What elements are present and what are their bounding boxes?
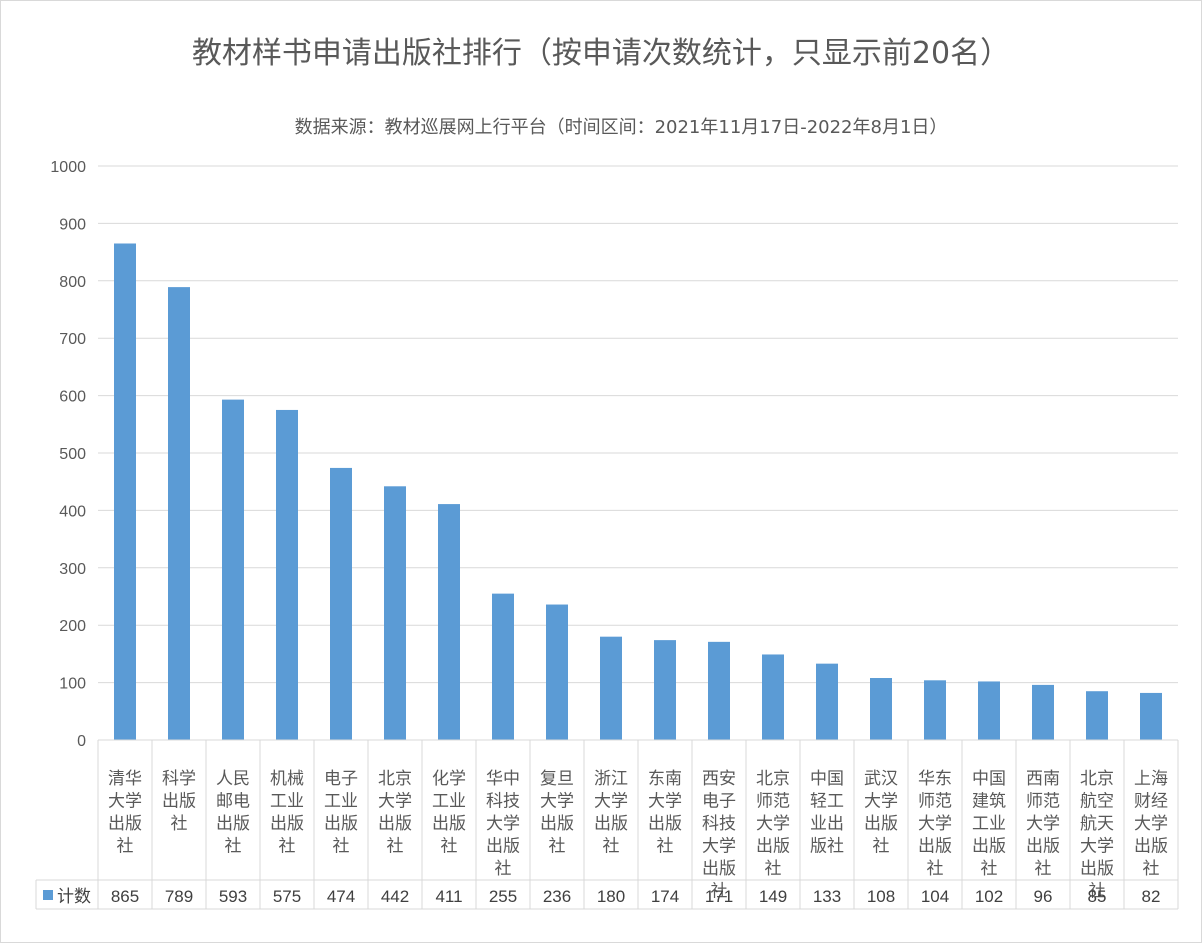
bar [384, 486, 406, 740]
data-label: 82 [1142, 887, 1161, 906]
data-label: 180 [597, 887, 625, 906]
legend-label: 计数 [57, 887, 91, 907]
y-tick-label: 500 [59, 446, 86, 463]
category-label: 人民邮电出版社 [216, 769, 250, 857]
category-label: 复旦大学出版社 [540, 769, 574, 857]
data-label: 108 [867, 887, 895, 906]
category-label: 化学工业出版社 [432, 769, 466, 857]
data-table: 清华大学出版社科学出版社人民邮电出版社机械工业出版社电子工业出版社北京大学出版社… [35, 739, 1179, 910]
y-tick-label: 800 [59, 274, 86, 291]
bars [114, 243, 1162, 741]
bar [492, 593, 514, 740]
category-label: 浙江大学出版社 [594, 769, 628, 857]
bar [1140, 692, 1162, 740]
category-label: 机械工业出版社 [270, 769, 304, 857]
category-label: 清华大学出版社 [108, 769, 142, 857]
category-label: 华中科技大学出版社 [486, 769, 520, 879]
category-label: 中国轻工业出版社 [810, 769, 844, 857]
y-tick-label: 700 [59, 331, 86, 348]
category-label: 西安电子科技大学出版社 [702, 769, 736, 902]
data-label: 411 [435, 887, 462, 906]
data-label: 102 [975, 887, 1003, 906]
bar [870, 678, 892, 740]
bar [762, 654, 784, 740]
category-label: 中国建筑工业出版社 [972, 769, 1006, 879]
bar [222, 399, 244, 740]
y-tick-label: 900 [59, 216, 86, 233]
data-label: 174 [651, 887, 679, 906]
y-tick-label: 0 [77, 733, 86, 750]
data-label: 96 [1034, 887, 1053, 906]
bar [924, 680, 946, 740]
bar [1032, 684, 1054, 740]
category-label: 电子工业出版社 [324, 769, 358, 857]
bar [708, 641, 730, 740]
y-tick-label: 200 [59, 618, 86, 635]
y-axis-ticks: 0 100 200 300 400 500 600 700 800 900 1000 [50, 159, 86, 750]
data-label: 149 [759, 887, 787, 906]
category-label: 北京航空航天大学出版社 [1080, 769, 1114, 902]
bar [1086, 691, 1108, 740]
bar [600, 636, 622, 740]
category-label: 武汉大学出版社 [864, 769, 898, 857]
bar [978, 681, 1000, 740]
data-label: 236 [543, 887, 571, 906]
data-label: 171 [705, 887, 733, 906]
category-label: 西南师范大学出版社 [1026, 769, 1060, 879]
data-label: 575 [273, 887, 301, 906]
y-tick-label: 1000 [50, 159, 86, 176]
bar [330, 467, 352, 740]
data-label: 85 [1088, 887, 1107, 906]
data-label: 104 [921, 887, 949, 906]
category-label: 科学出版社 [162, 769, 196, 834]
bar [654, 640, 676, 740]
category-label: 上海财经大学出版社 [1134, 769, 1168, 879]
bar [816, 663, 838, 740]
y-tick-label: 100 [59, 676, 86, 693]
category-label: 华东师范大学出版社 [918, 769, 952, 879]
y-tick-label: 600 [59, 389, 86, 406]
data-label: 133 [813, 887, 841, 906]
bar [546, 604, 568, 740]
data-label: 442 [381, 887, 409, 906]
bar [114, 243, 136, 741]
data-label: 865 [111, 887, 139, 906]
category-label: 北京大学出版社 [378, 769, 412, 857]
data-label: 593 [219, 887, 247, 906]
y-tick-label: 400 [59, 503, 86, 520]
legend-swatch [43, 890, 53, 900]
category-label: 东南大学出版社 [648, 769, 682, 857]
gridlines [98, 165, 1178, 741]
data-label: 474 [327, 887, 355, 906]
category-label: 北京师范大学出版社 [756, 769, 790, 879]
data-label: 789 [165, 887, 193, 906]
bar [168, 287, 190, 740]
bar [276, 409, 298, 740]
chart-subtitle: 数据来源：教材巡展网上行平台（时间区间：2021年11月17日-2022年8月1… [294, 117, 948, 138]
data-label: 255 [489, 887, 517, 906]
bar [438, 504, 460, 740]
y-tick-label: 300 [59, 561, 86, 578]
chart-title: 教材样书申请出版社排行（按申请次数统计，只显示前20名） [191, 36, 1011, 71]
